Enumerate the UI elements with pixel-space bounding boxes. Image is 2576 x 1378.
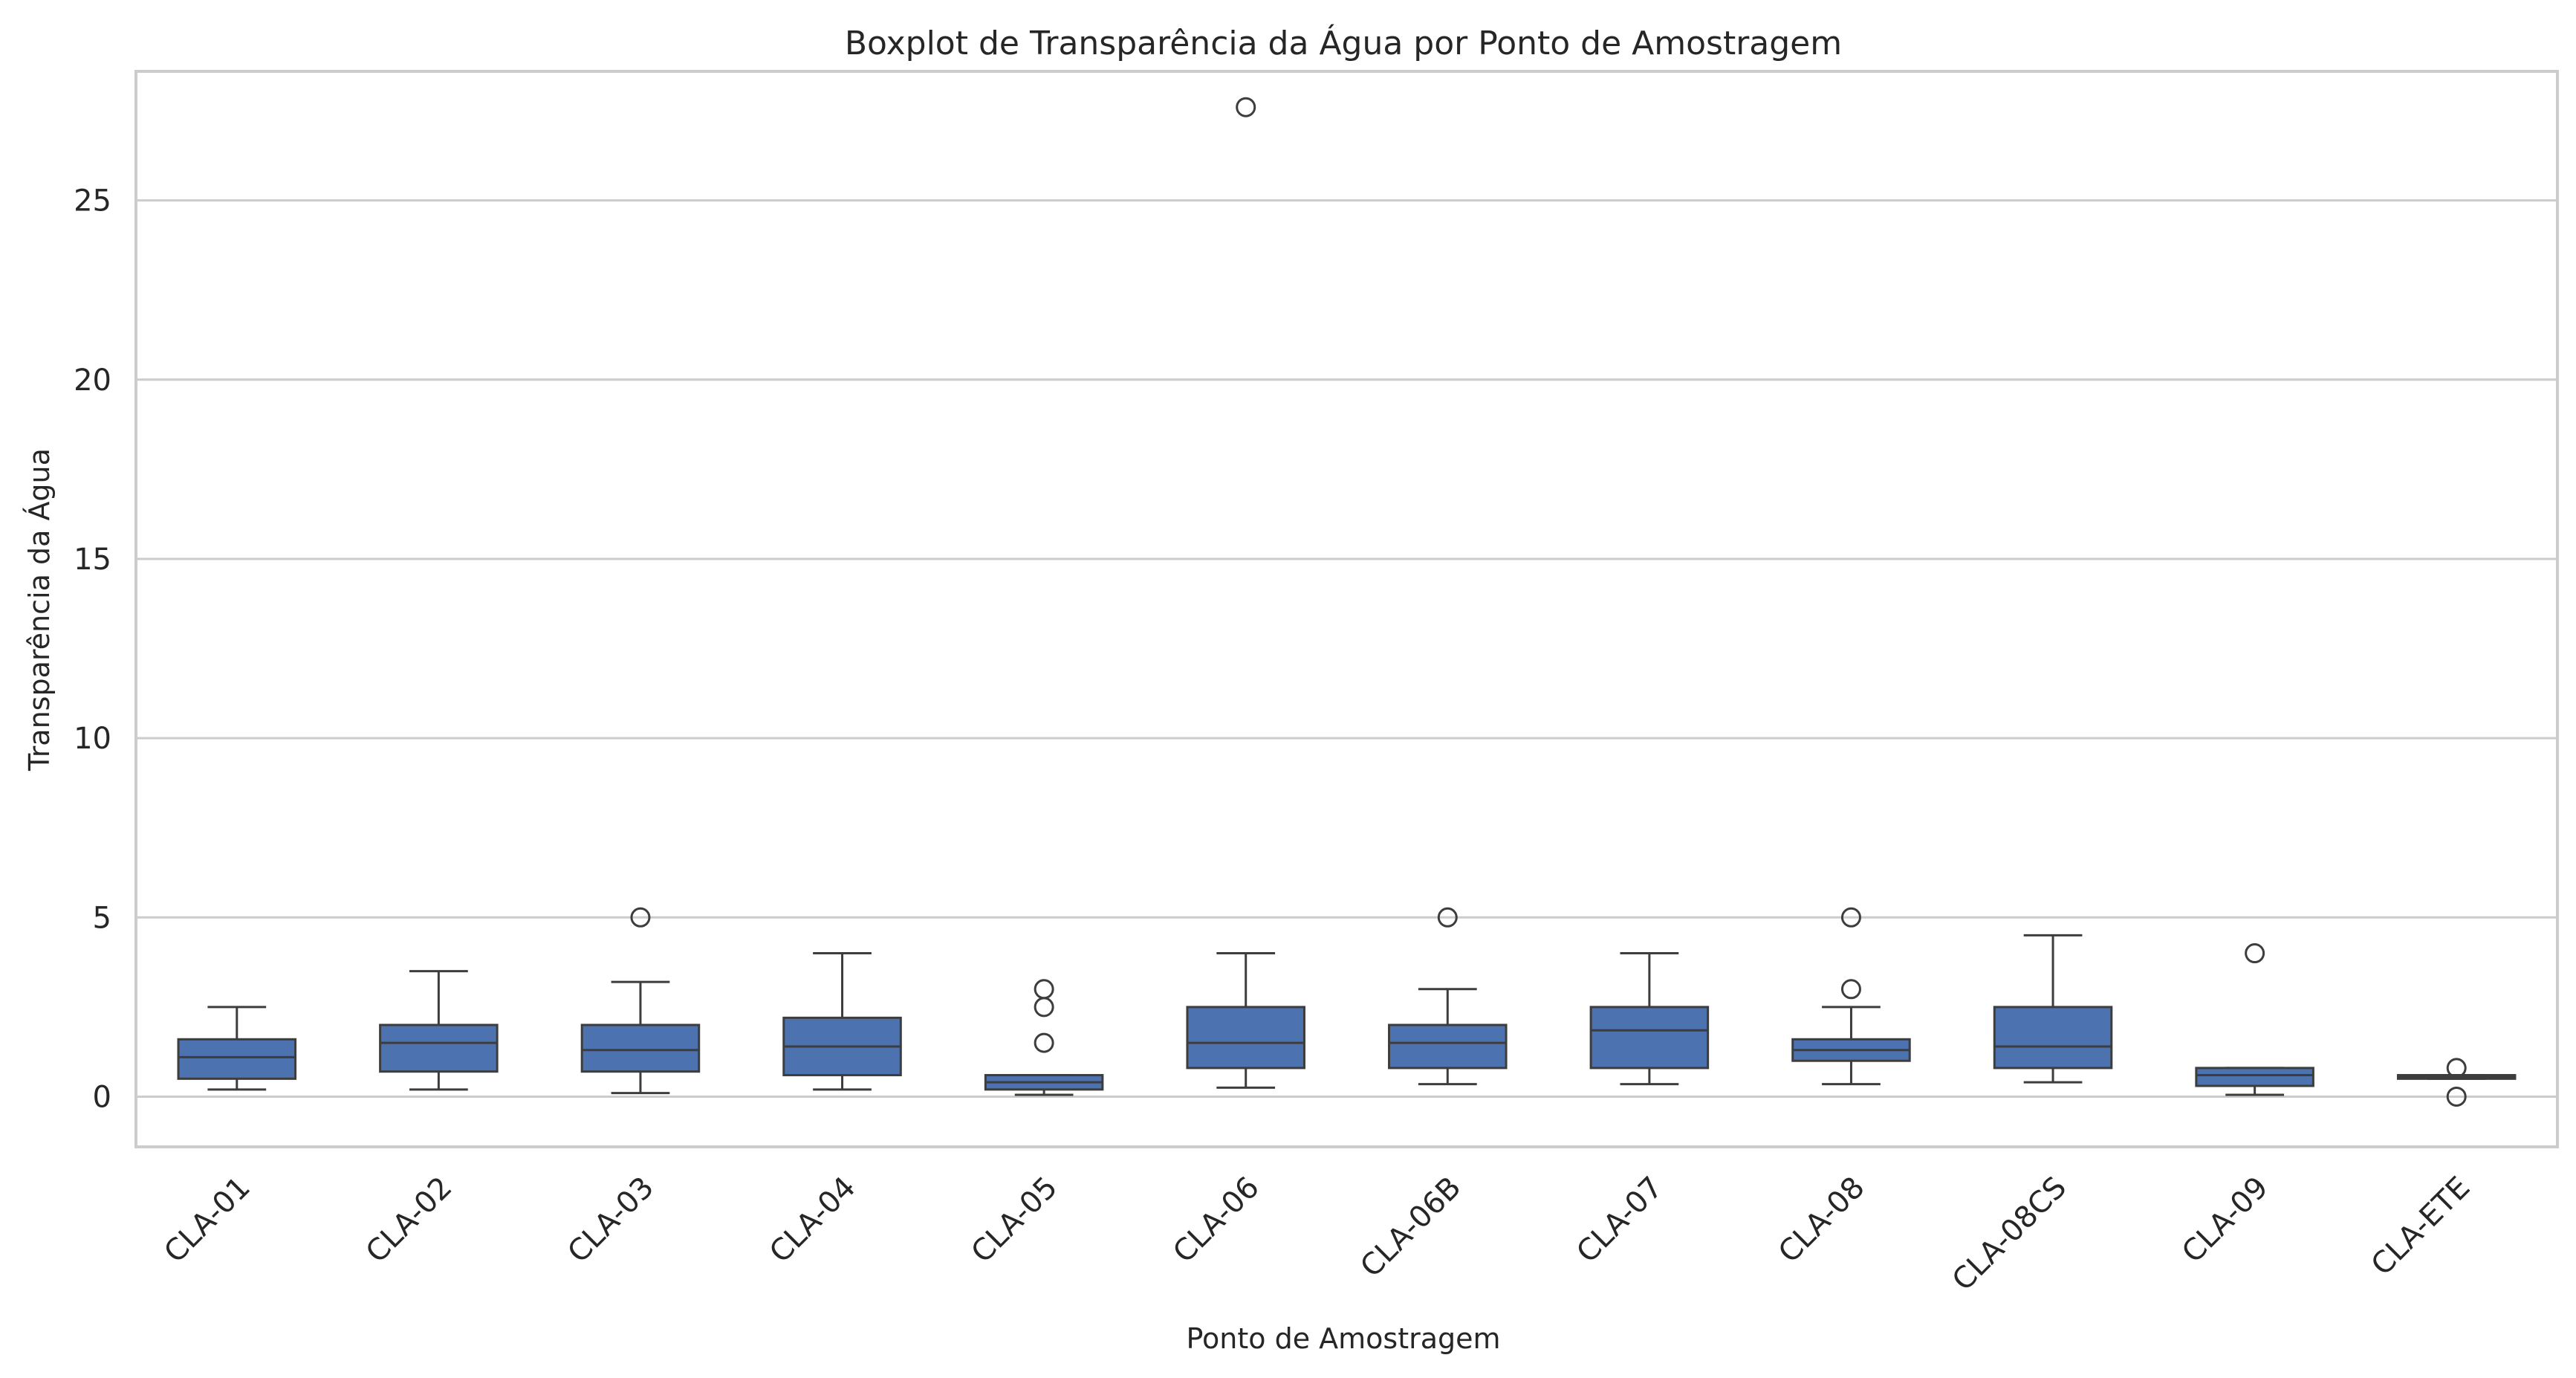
box-iqr: [580, 1023, 701, 1073]
outlier-point: [1034, 1032, 1054, 1053]
y-tick-label-25: 25: [74, 184, 111, 219]
x-tick-label-CLA-04: CLA-04: [763, 1171, 863, 1270]
box-iqr: [1388, 1023, 1508, 1070]
outlier-point: [2245, 943, 2265, 964]
outlier-point: [1840, 907, 1861, 928]
box-CLA-09: [2195, 943, 2314, 1096]
x-tick-label-CLA-06: CLA-06: [1167, 1171, 1266, 1270]
box-CLA-05: [984, 979, 1104, 1096]
y-tick-label-20: 20: [74, 363, 111, 398]
y-tick-label-15: 15: [74, 543, 111, 577]
outlier-point: [1034, 979, 1054, 1000]
x-axis-label: Ponto de Amostragem: [1186, 1322, 1500, 1355]
box-CLA-08CS: [1993, 934, 2113, 1084]
x-tick-label-CLA-03: CLA-03: [561, 1171, 661, 1270]
chart-title: Boxplot de Transparência da Água por Pon…: [845, 23, 1842, 62]
outlier-point: [1437, 907, 1458, 928]
x-tick-label-CLA-ETE: CLA-ETE: [2365, 1171, 2477, 1283]
box-CLA-06B: [1388, 907, 1508, 1086]
y-axis-ticks: 0 5 10 15 20 25: [74, 184, 111, 1115]
outlier-point: [2446, 1086, 2467, 1107]
outlier-point: [1236, 97, 1256, 117]
box-CLA-01: [177, 1006, 297, 1091]
plot-area-frame: [134, 70, 2559, 1148]
box-CLA-04: [782, 952, 902, 1091]
box-CLA-06: [1186, 97, 1305, 1089]
y-tick-label-5: 5: [93, 901, 111, 935]
x-tick-label-CLA-08CS: CLA-08CS: [1946, 1171, 2073, 1298]
box-CLA-08: [1791, 907, 1911, 1086]
x-tick-label-CLA-02: CLA-02: [360, 1171, 459, 1270]
box-CLA-03: [580, 907, 701, 1095]
x-tick-label-CLA-08: CLA-08: [1772, 1171, 1872, 1270]
x-axis-ticks: CLA-01 CLA-02 CLA-03 CLA-04 CLA-05 CLA-06 CLA-…: [158, 1171, 2476, 1298]
outlier-point: [1034, 997, 1054, 1018]
box-iqr: [1186, 1006, 1305, 1070]
y-axis-label: Transparência da Água: [23, 448, 56, 772]
x-tick-label-CLA-06B: CLA-06B: [1354, 1171, 1467, 1284]
x-tick-label-CLA-01: CLA-01: [158, 1171, 257, 1270]
x-tick-label-CLA-05: CLA-05: [965, 1171, 1065, 1270]
box-CLA-07: [1589, 952, 1710, 1086]
outlier-point: [630, 907, 651, 928]
box-iqr: [1589, 1006, 1710, 1070]
y-tick-label-0: 0: [93, 1080, 111, 1114]
box-iqr: [177, 1038, 297, 1080]
grid-lines: [136, 199, 2557, 1098]
outlier-point: [1840, 979, 1861, 1000]
box-iqr: [2195, 1067, 2314, 1087]
box-iqr: [379, 1023, 499, 1073]
box-CLA-02: [379, 970, 499, 1091]
boxes: [177, 97, 2517, 1107]
outlier-point: [2446, 1058, 2467, 1078]
x-tick-label-CLA-07: CLA-07: [1570, 1171, 1670, 1270]
box-iqr: [1993, 1006, 2113, 1070]
x-tick-label-CLA-09: CLA-09: [2176, 1171, 2275, 1270]
y-tick-label-10: 10: [74, 722, 111, 756]
box-CLA-ETE: [2396, 1058, 2517, 1107]
